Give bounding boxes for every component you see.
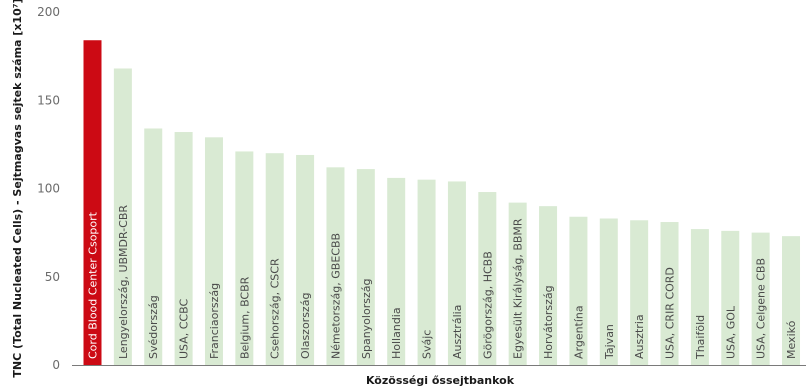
- bar-category-label: Franciaország: [208, 283, 221, 359]
- bar-category-label: Ausztrália: [451, 305, 464, 359]
- bar-category-label: Ausztria: [633, 314, 646, 359]
- bar: [235, 151, 254, 365]
- bar-labels: Cord Blood Center Csoport Lengyelország, …: [87, 205, 799, 360]
- y-tick-label: 50: [45, 270, 60, 284]
- bars: [83, 40, 801, 366]
- bar: [113, 68, 132, 365]
- bar: [539, 206, 558, 365]
- bar: [599, 218, 618, 365]
- bar-category-label: Olaszország: [299, 293, 312, 359]
- bar: [265, 153, 284, 365]
- bar: [782, 236, 801, 365]
- bar: [83, 40, 102, 366]
- bar-category-label: Mexikó: [785, 320, 798, 359]
- bar: [751, 232, 770, 365]
- bar: [690, 229, 709, 365]
- y-tick-label: 100: [37, 182, 60, 196]
- bar-category-label: Argentína: [572, 305, 585, 359]
- x-axis-title: Közösségi őssejtbankok: [366, 374, 515, 387]
- bar: [387, 177, 406, 365]
- bar-category-label: Belgium, BCBR: [238, 276, 251, 359]
- bar-category-label: Csehország, CSCR: [269, 258, 282, 359]
- bar-category-label: Svájc: [421, 330, 434, 359]
- y-tick-label: 200: [37, 5, 60, 19]
- bar: [144, 128, 163, 365]
- bar-category-label: Spanyolország: [360, 279, 373, 359]
- bar-category-label: USA, GOL: [724, 305, 737, 359]
- bar-category-label: USA, Celgene CBB: [755, 258, 768, 359]
- bar: [356, 169, 375, 365]
- bar: [660, 222, 679, 365]
- bar: [204, 137, 223, 365]
- bar-category-label: Svédország: [147, 295, 160, 359]
- bar-category-label: Lengyelország, UBMDR-CBR: [117, 205, 130, 359]
- bar-category-label: USA, CCBC: [178, 299, 191, 359]
- y-axis-ticks: 0 50 100 150 200: [37, 5, 60, 372]
- bar-category-label: USA, CRIR CORD: [664, 267, 677, 359]
- bar: [630, 220, 649, 365]
- bar: [569, 216, 588, 365]
- y-axis-title: TNC (Total Nucleated Cells) - Sejtmagvas…: [11, 0, 24, 378]
- y-tick-label: 150: [37, 93, 60, 107]
- bar-category-label: Görögország, HCBB: [481, 251, 494, 359]
- bar: [478, 192, 497, 365]
- bar: [174, 132, 193, 365]
- bar: [447, 181, 466, 365]
- bar-category-label: Németország, GBECBB: [329, 233, 342, 359]
- y-tick-label: 0: [52, 358, 60, 372]
- bar-category-label: Thaiföld: [694, 315, 707, 360]
- bar: [417, 179, 436, 365]
- bar-category-label: Hollandia: [390, 307, 403, 359]
- bar: [721, 230, 740, 365]
- bar: [296, 154, 315, 365]
- bar-category-label: Horvátország: [542, 285, 555, 359]
- bar-category-label: Cord Blood Center Csoport: [87, 211, 100, 359]
- bar: [508, 202, 527, 365]
- bar-category-label: Tajvan: [603, 324, 616, 360]
- bar-category-label: Egyesült Királyság, BBMR: [512, 218, 525, 359]
- bar: [326, 167, 345, 365]
